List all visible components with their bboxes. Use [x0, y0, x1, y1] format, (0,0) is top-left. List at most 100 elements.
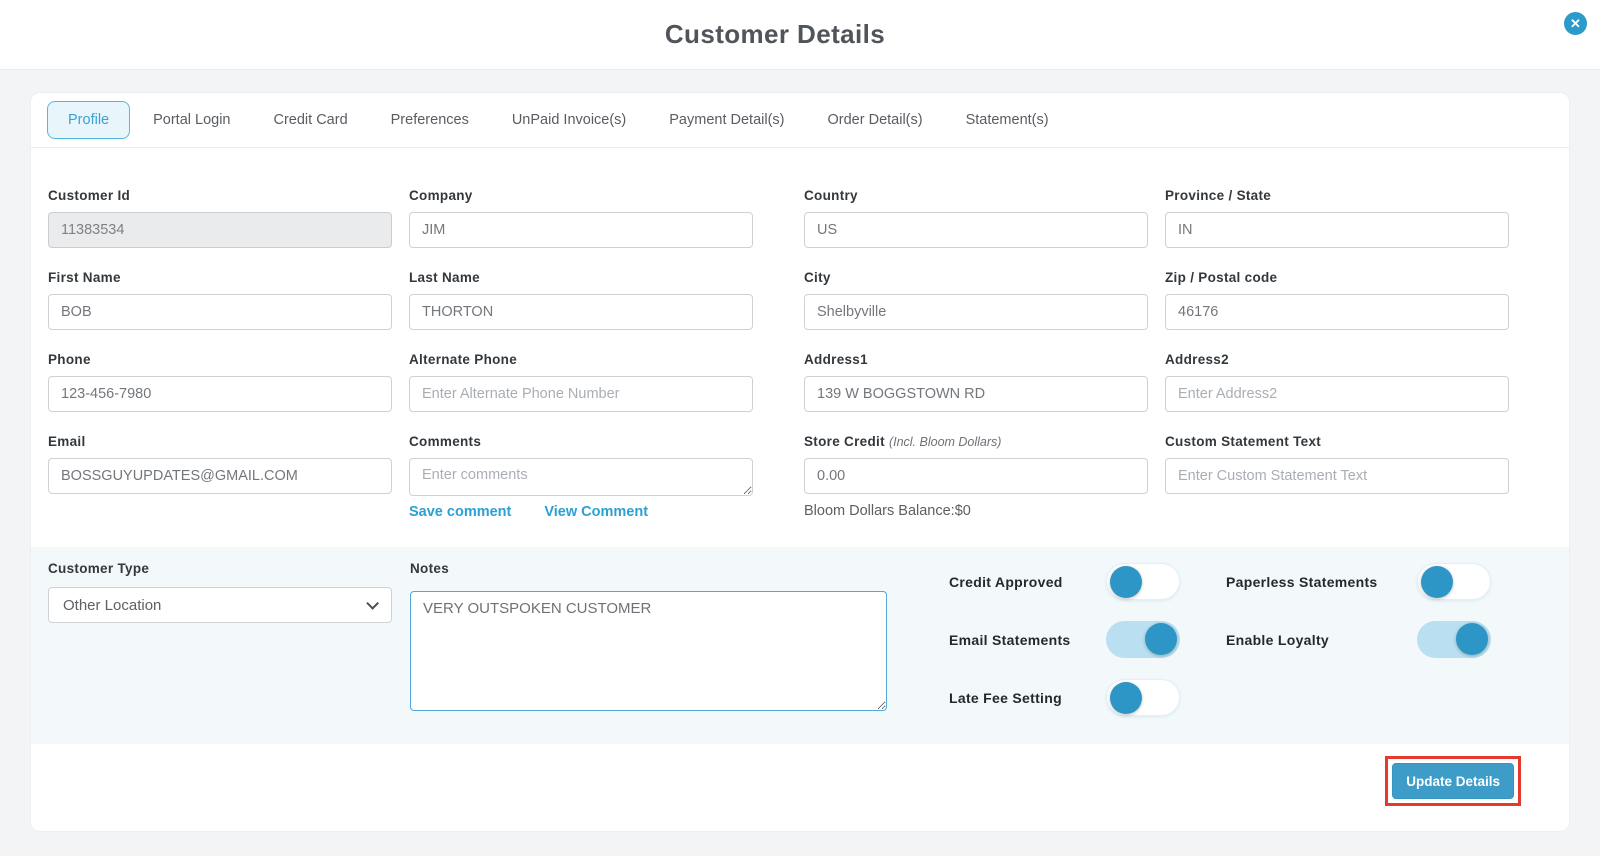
email-field[interactable] [48, 458, 392, 494]
notes-textarea[interactable]: VERY OUTSPOKEN CUSTOMER [410, 591, 887, 711]
phone-label: Phone [48, 352, 91, 367]
alternate-phone-label: Alternate Phone [409, 352, 518, 367]
toggle-knob [1110, 682, 1142, 714]
field-last-name: Last Name [409, 270, 753, 330]
field-customer-id: Customer Id [48, 188, 392, 248]
tab-credit-card[interactable]: Credit Card [273, 112, 348, 128]
late-fee-setting-toggle[interactable] [1106, 679, 1180, 716]
field-custom-statement: Custom Statement Text [1165, 434, 1509, 520]
enable-loyalty-label: Enable Loyalty [1226, 631, 1330, 648]
custom-statement-label: Custom Statement Text [1165, 434, 1322, 449]
grid-spacer [770, 188, 787, 248]
customer-type-label: Customer Type [48, 561, 150, 576]
field-store-credit: Store Credit (Incl. Bloom Dollars) Bloom… [804, 434, 1148, 520]
address1-input[interactable] [804, 376, 1148, 412]
tab-order-details[interactable]: Order Detail(s) [827, 112, 923, 128]
customer-details-card: Profile Portal Login Credit Card Prefere… [30, 92, 1570, 832]
highlight-box: Update Details [1385, 756, 1521, 806]
first-name-label: First Name [48, 270, 121, 285]
email-statements-label: Email Statements [949, 631, 1071, 648]
grid-spacer [770, 434, 787, 520]
card-footer: Update Details [31, 744, 1569, 806]
view-comment-link[interactable]: View Comment [544, 504, 649, 520]
tab-preferences[interactable]: Preferences [390, 112, 469, 128]
field-phone: Phone [48, 352, 392, 412]
credit-approved-label: Credit Approved [949, 573, 1063, 590]
company-label: Company [409, 188, 473, 203]
paperless-statements-label: Paperless Statements [1226, 573, 1378, 590]
settings-section: Customer Type Other Location Notes VERY … [31, 547, 1569, 744]
custom-statement-input[interactable] [1165, 458, 1509, 494]
province-state-input[interactable] [1165, 212, 1509, 248]
field-company: Company [409, 188, 753, 248]
toggle-knob [1456, 623, 1488, 655]
bloom-dollars-balance: Bloom Dollars Balance:$0 [804, 503, 971, 519]
field-comments: Comments Save comment View Comment [409, 434, 753, 520]
paperless-statements-toggle[interactable] [1417, 563, 1491, 600]
late-fee-setting-label: Late Fee Setting [949, 689, 1062, 706]
field-province-state: Province / State [1165, 188, 1509, 248]
city-label: City [804, 270, 831, 285]
comments-textarea[interactable] [409, 458, 753, 496]
field-country: Country [804, 188, 1148, 248]
toggles-grid: Credit Approved Paperless Statements Ema… [905, 561, 1552, 716]
country-input[interactable] [804, 212, 1148, 248]
customer-id-label: Customer Id [48, 188, 131, 203]
field-zip: Zip / Postal code [1165, 270, 1509, 330]
alternate-phone-input[interactable] [409, 376, 753, 412]
city-input[interactable] [804, 294, 1148, 330]
chevron-down-icon [366, 596, 379, 610]
phone-input[interactable] [48, 376, 392, 412]
company-input[interactable] [409, 212, 753, 248]
close-icon[interactable]: ✕ [1564, 12, 1587, 35]
modal-header: Customer Details ✕ [0, 0, 1600, 70]
notes-label: Notes [410, 561, 450, 576]
tab-unpaid-invoices[interactable]: UnPaid Invoice(s) [511, 112, 627, 128]
field-notes: Notes VERY OUTSPOKEN CUSTOMER [410, 561, 887, 716]
email-label: Email [48, 434, 86, 449]
toggle-knob [1110, 566, 1142, 598]
tabs-divider [31, 147, 1569, 148]
tab-bar: Profile Portal Login Credit Card Prefere… [31, 93, 1569, 147]
country-label: Country [804, 188, 858, 203]
address1-label: Address1 [804, 352, 868, 367]
zip-label: Zip / Postal code [1165, 270, 1278, 285]
toggle-knob [1145, 623, 1177, 655]
field-city: City [804, 270, 1148, 330]
credit-approved-toggle[interactable] [1106, 563, 1180, 600]
address2-label: Address2 [1165, 352, 1229, 367]
tab-portal-login[interactable]: Portal Login [153, 112, 231, 128]
update-details-button[interactable]: Update Details [1392, 763, 1514, 799]
field-address1: Address1 [804, 352, 1148, 412]
province-state-label: Province / State [1165, 188, 1272, 203]
store-credit-input[interactable] [804, 458, 1148, 494]
field-alternate-phone: Alternate Phone [409, 352, 753, 412]
last-name-input[interactable] [409, 294, 753, 330]
grid-spacer [770, 352, 787, 412]
zip-input[interactable] [1165, 294, 1509, 330]
comments-links: Save comment View Comment [409, 504, 753, 520]
first-name-input[interactable] [48, 294, 392, 330]
store-credit-note: (Incl. Bloom Dollars) [888, 435, 1002, 449]
customer-id-input [48, 212, 392, 248]
field-customer-type: Customer Type Other Location [48, 561, 392, 716]
grid-spacer [770, 270, 787, 330]
tab-payment-details[interactable]: Payment Detail(s) [669, 112, 785, 128]
save-comment-link[interactable]: Save comment [409, 504, 512, 520]
enable-loyalty-toggle[interactable] [1417, 621, 1491, 658]
profile-form: Customer Id Company Country Province / S… [31, 148, 1569, 520]
field-first-name: First Name [48, 270, 392, 330]
toggle-knob [1421, 566, 1453, 598]
customer-type-value: Other Location [63, 596, 162, 614]
customer-type-select[interactable]: Other Location [48, 587, 392, 623]
last-name-label: Last Name [409, 270, 480, 285]
tab-profile[interactable]: Profile [47, 101, 131, 139]
page-title: Customer Details [664, 19, 886, 49]
email-statements-toggle[interactable] [1106, 621, 1180, 658]
address2-input[interactable] [1165, 376, 1509, 412]
comments-label: Comments [409, 434, 482, 449]
tab-statements[interactable]: Statement(s) [965, 112, 1049, 128]
field-email: Email [48, 434, 392, 520]
store-credit-label: Store Credit (Incl. Bloom Dollars) [804, 434, 1002, 449]
field-address2: Address2 [1165, 352, 1509, 412]
